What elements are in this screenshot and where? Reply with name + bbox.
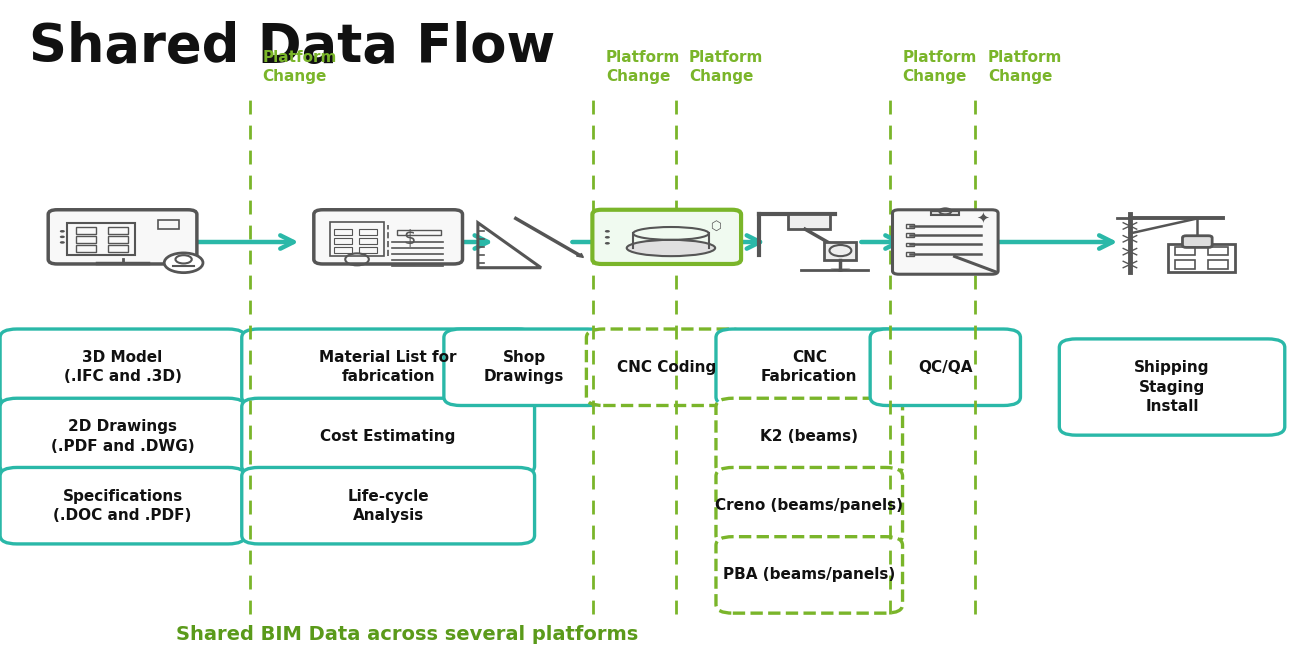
Bar xyxy=(76,227,96,234)
FancyBboxPatch shape xyxy=(893,210,998,274)
Circle shape xyxy=(605,242,610,244)
Text: 3D Model
(.IFC and .3D): 3D Model (.IFC and .3D) xyxy=(64,350,181,385)
Text: Platform
Change: Platform Change xyxy=(988,50,1062,84)
Ellipse shape xyxy=(627,240,715,256)
Bar xyxy=(108,236,129,243)
FancyBboxPatch shape xyxy=(242,329,534,406)
FancyBboxPatch shape xyxy=(0,467,245,544)
Bar xyxy=(360,238,377,244)
Bar xyxy=(907,233,913,237)
Bar xyxy=(334,238,352,244)
Bar xyxy=(108,246,129,252)
Bar xyxy=(1174,260,1195,269)
Circle shape xyxy=(60,241,65,244)
Bar xyxy=(825,242,856,260)
Bar xyxy=(330,222,384,256)
FancyBboxPatch shape xyxy=(242,399,534,475)
Bar xyxy=(159,220,180,229)
Bar xyxy=(907,242,913,246)
Text: Platform
Change: Platform Change xyxy=(903,50,977,84)
Bar xyxy=(334,247,352,254)
Bar xyxy=(334,229,352,235)
FancyBboxPatch shape xyxy=(715,467,903,544)
FancyBboxPatch shape xyxy=(715,399,903,475)
FancyBboxPatch shape xyxy=(715,329,903,406)
Bar xyxy=(1167,244,1235,272)
Text: Shipping
Staging
Install: Shipping Staging Install xyxy=(1135,360,1209,414)
Circle shape xyxy=(60,236,65,238)
Text: Creno (beams/panels): Creno (beams/panels) xyxy=(715,498,903,513)
Bar xyxy=(360,247,377,254)
Bar xyxy=(108,227,129,234)
Polygon shape xyxy=(576,254,584,258)
Text: CNC
Fabrication: CNC Fabrication xyxy=(761,350,857,385)
Text: ✦: ✦ xyxy=(976,211,989,225)
Text: K2 (beams): K2 (beams) xyxy=(760,429,859,444)
Circle shape xyxy=(605,236,610,238)
Text: ⬡: ⬡ xyxy=(710,220,721,232)
Bar xyxy=(360,229,377,235)
FancyBboxPatch shape xyxy=(593,210,741,264)
Text: 2D Drawings
(.PDF and .DWG): 2D Drawings (.PDF and .DWG) xyxy=(51,419,194,453)
Bar xyxy=(932,211,959,214)
Text: Shared Data Flow: Shared Data Flow xyxy=(29,21,555,73)
Text: Shop
Drawings: Shop Drawings xyxy=(483,350,564,385)
Circle shape xyxy=(164,253,203,273)
Text: Platform
Change: Platform Change xyxy=(689,50,764,84)
Text: Specifications
(.DOC and .PDF): Specifications (.DOC and .PDF) xyxy=(53,489,192,523)
Bar xyxy=(788,214,830,229)
Circle shape xyxy=(176,255,192,263)
FancyBboxPatch shape xyxy=(242,467,534,544)
FancyBboxPatch shape xyxy=(1183,236,1212,248)
Text: Material List for
fabrication: Material List for fabrication xyxy=(319,350,457,385)
Bar xyxy=(1208,247,1229,256)
Circle shape xyxy=(605,230,610,232)
FancyBboxPatch shape xyxy=(715,537,903,613)
Bar xyxy=(907,224,913,228)
FancyBboxPatch shape xyxy=(0,329,245,406)
Bar xyxy=(68,222,136,255)
Text: Life-cycle
Analysis: Life-cycle Analysis xyxy=(348,489,429,523)
Bar xyxy=(907,252,913,256)
FancyBboxPatch shape xyxy=(0,399,245,475)
Text: Platform
Change: Platform Change xyxy=(606,50,680,84)
Bar xyxy=(1174,247,1195,256)
FancyBboxPatch shape xyxy=(314,210,463,264)
Text: CNC Coding: CNC Coding xyxy=(618,359,717,375)
Bar xyxy=(76,236,96,243)
FancyBboxPatch shape xyxy=(870,329,1020,406)
Circle shape xyxy=(60,230,65,232)
FancyBboxPatch shape xyxy=(586,329,747,406)
Bar xyxy=(1208,260,1229,269)
FancyBboxPatch shape xyxy=(1059,339,1285,435)
Bar xyxy=(76,246,96,252)
Text: $: $ xyxy=(403,229,416,248)
Polygon shape xyxy=(830,269,851,272)
Text: PBA (beams/panels): PBA (beams/panels) xyxy=(723,567,895,583)
Text: QC/QA: QC/QA xyxy=(919,359,972,375)
FancyBboxPatch shape xyxy=(444,329,605,406)
Text: Cost Estimating: Cost Estimating xyxy=(321,429,456,444)
Text: Shared BIM Data across several platforms: Shared BIM Data across several platforms xyxy=(176,625,638,643)
Bar xyxy=(396,230,440,236)
FancyBboxPatch shape xyxy=(48,210,197,264)
Text: Platform
Change: Platform Change xyxy=(262,50,337,84)
